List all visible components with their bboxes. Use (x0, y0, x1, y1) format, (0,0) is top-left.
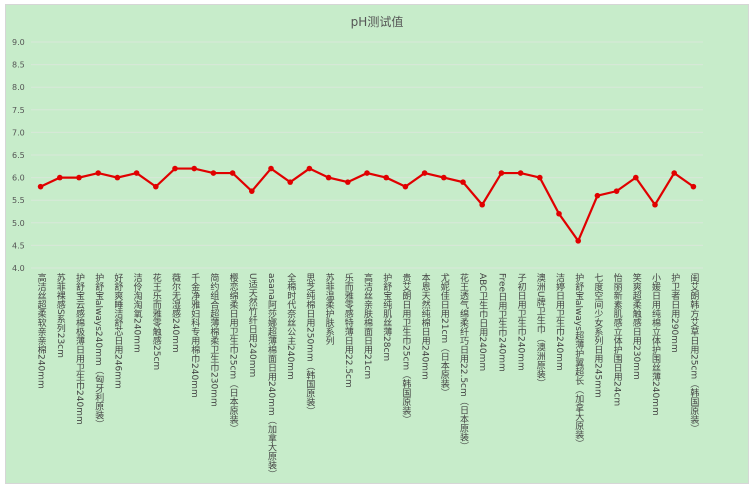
data-point (153, 183, 159, 190)
x-tick-label: 苏菲裸感S系列23cm (54, 273, 65, 358)
data-point (671, 170, 677, 176)
data-point (479, 201, 486, 208)
data-point (690, 183, 697, 190)
data-point (383, 174, 390, 181)
data-point (652, 201, 658, 208)
data-point (268, 165, 274, 172)
data-point (210, 170, 217, 176)
x-tick-label: 好舒爽睡洁舒芯日用246mm (112, 273, 123, 389)
data-point (229, 170, 236, 176)
x-tick-label: 护舒宝always超薄护翼超长（加拿大原装） (573, 273, 584, 448)
y-tick-label: 7.5 (12, 106, 25, 115)
x-tick-label: 樱恋绵柔日用卫生巾25cm（日本原装） (227, 273, 238, 434)
y-tick-label: 7.0 (12, 128, 25, 137)
x-tick-label: 护舒宝云感棉极薄日用卫生巾240mm (74, 273, 84, 425)
data-point (345, 179, 351, 185)
data-point (613, 188, 620, 194)
x-tick-label: 高洁丝超柔软亲亲棉240mm (35, 273, 46, 389)
data-point (133, 170, 140, 176)
x-tick-label: 怡丽新素肌感立体护围日用24cm (611, 273, 622, 407)
x-tick-label: asana阿莎娜超薄棉面日用240mm（加拿大原装） (266, 273, 276, 479)
x-tick-label: 闺艾朗韩方艾草日用25cm（韩国原装） (688, 273, 699, 434)
data-point (114, 174, 121, 181)
x-tick-label: 子初日用卫生巾240mm (515, 273, 526, 371)
data-point (633, 174, 639, 181)
x-tick-label: 护卫者日用290mm (669, 273, 680, 353)
x-tick-label: 尤妮佳日用21cm（日本原装） (438, 273, 449, 398)
y-tick-label: 5.5 (12, 196, 25, 205)
y-tick-label: 6.0 (12, 174, 25, 183)
data-point (556, 210, 562, 217)
data-point (421, 170, 428, 176)
x-tick-label: 本恩天然纯棉日用240mm (419, 273, 430, 380)
plot-svg: 4.0 4.5 5.0 5.5 6.0 6.5 7.0 7.5 8.0 8.5 9.0 (12, 38, 703, 273)
data-point (306, 165, 313, 172)
y-tick-label: 5.0 (12, 219, 25, 228)
x-tick-label: 花王透气绵柔纤巧日用22.5cm（日本原装） (458, 273, 468, 451)
y-tick-label: 4.5 (12, 241, 25, 250)
x-tick-label: 花王乐而雅零触感25cm (150, 273, 161, 371)
chart-title: pH测试值 (350, 15, 404, 29)
x-tick-label: 千金净雅妇科专用棉巾240mm (189, 273, 200, 398)
data-point (364, 170, 370, 176)
x-tick-label: 苏菲温柔护肤系列 (323, 273, 334, 345)
series-line (40, 167, 695, 244)
data-point (249, 188, 255, 194)
y-tick-label: 4.0 (12, 264, 25, 273)
data-point (594, 192, 601, 199)
x-tick-label: 乐而雅零感特薄日用22.5cm (342, 273, 353, 388)
data-point (76, 174, 82, 181)
data-point (402, 183, 409, 190)
x-tick-label: 洁婷日用卫生巾240mm (554, 273, 564, 371)
x-tick-label: 澳洲U牌卫生巾（澳洲原装） (534, 273, 545, 388)
x-tick-label: 全棉时代奈丝公主240mm (285, 273, 296, 380)
data-point (498, 170, 505, 176)
data-point (575, 238, 581, 244)
x-tick-label: 护舒宝纯肌丝薄28cm (381, 273, 392, 362)
x-tick-label: Free日用卫生巾240mm (496, 273, 507, 372)
x-tick-label: 七度空间少女系列日用245mm (592, 273, 603, 398)
y-tick-label: 6.5 (12, 151, 25, 160)
y-tick-label: 8.0 (12, 83, 25, 92)
x-tick-label: 简约组合超薄棉柔卫生巾230mm (208, 273, 219, 407)
data-point (191, 165, 197, 172)
x-tick-label: 小媛日用纯棉立体护围丝薄240mm (650, 273, 660, 416)
x-tick-label: 贵艾朗日用卫生巾25cm（韩国原装） (400, 273, 411, 425)
data-point (172, 165, 178, 172)
data-point (95, 170, 101, 176)
data-point (57, 174, 63, 181)
data-point (537, 174, 543, 181)
chart-area: pH测试值 4.0 4.5 5.0 5.5 6.0 6.5 7.0 7.5 8.0 8.5 9.0 … (5, 4, 749, 484)
x-tick-label: U适天然竹纤日用240mm (246, 273, 257, 378)
x-tick-label: 笑爽超柔触感日用230mm (630, 273, 641, 380)
data-point (325, 174, 332, 181)
data-point (287, 179, 294, 185)
x-tick-label: ABC卫生巾日用240mm (477, 273, 488, 372)
x-tick-label: 思芝纯棉日用250mm（韩国原装） (304, 273, 315, 416)
x-tick-label: 洁伶淘淘氧240mm (131, 273, 142, 353)
data-point (37, 183, 44, 190)
y-tick-label: 9.0 (12, 38, 25, 47)
x-tick-label: 薇尔无湿感240mm (170, 273, 180, 353)
data-point (460, 179, 466, 185)
x-tick-label: 护舒宝always240mm（匈牙利原装） (93, 273, 104, 429)
data-point (517, 170, 524, 176)
data-point (441, 174, 447, 181)
y-tick-label: 8.5 (12, 61, 25, 70)
x-tick-label: 高洁丝亲肤棉面日用21cm (362, 273, 372, 380)
